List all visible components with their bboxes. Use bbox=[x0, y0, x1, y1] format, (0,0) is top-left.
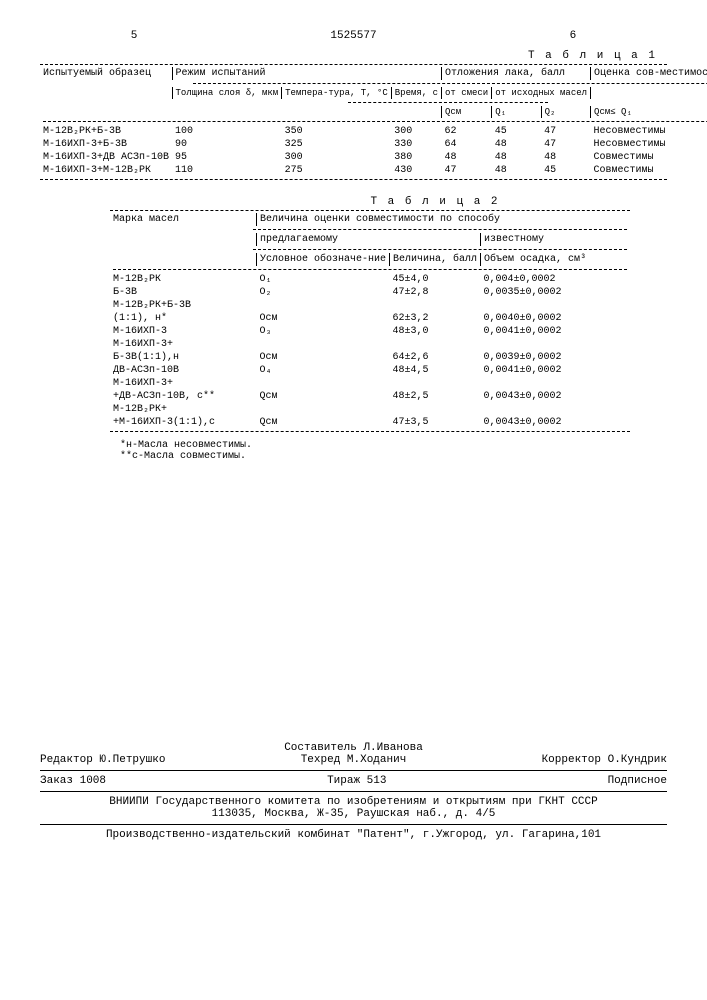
compiler: Составитель Л.Иванова bbox=[40, 742, 667, 754]
t1-h-mode: Режим испытаний bbox=[172, 67, 441, 80]
footnotes: *н-Масла несовместимы. **с-Масла совмест… bbox=[120, 440, 667, 462]
t1-h-time: Время, с bbox=[391, 87, 441, 99]
corrector: Корректор О.Кундрик bbox=[542, 754, 667, 766]
table-row: (1:1), н*Осм62±3,20,0040±0,0002 bbox=[110, 312, 630, 325]
t1-h-eval: Оценка сов-местимости образцов bbox=[591, 67, 707, 80]
page-right: 6 bbox=[479, 30, 667, 42]
note1: *н-Масла несовместимы. bbox=[120, 440, 667, 451]
table-row: М-16ИХП-3+ДВ АСЗп-10В95300380484848Совме… bbox=[40, 151, 707, 164]
org: ВНИИПИ Государственного комитета по изоб… bbox=[40, 796, 667, 808]
table-row: М-16ИХП-3+М-12В₂РК110275430474845Совмест… bbox=[40, 164, 707, 177]
t1-h-src: от исходных масел bbox=[492, 87, 591, 99]
doc-number: 1525577 bbox=[228, 30, 479, 42]
table-row: М-12В₂РК+Б-3В bbox=[110, 299, 630, 312]
t1-h-qcond: Qсм≤ Q₁ bbox=[591, 106, 707, 118]
page-left: 5 bbox=[40, 30, 228, 42]
t1-h-qcm: Qсм bbox=[442, 106, 492, 118]
copies: Тираж 513 bbox=[327, 775, 386, 787]
table-row: М-16ИХП-3+ bbox=[110, 377, 630, 390]
note2: **с-Масла совместимы. bbox=[120, 451, 667, 462]
order: Заказ 1008 bbox=[40, 775, 106, 787]
table1: Испытуемый образец Режим испытаний Отлож… bbox=[40, 67, 707, 177]
footer: Составитель Л.Иванова Редактор Ю.Петрушк… bbox=[40, 742, 667, 841]
t1-h-temp: Темпера-тура, Т, °С bbox=[282, 87, 392, 99]
t1-h-q2: Q₂ bbox=[541, 106, 590, 118]
table-row: М-12В₂РК+ bbox=[110, 403, 630, 416]
editor: Редактор Ю.Петрушко bbox=[40, 754, 165, 766]
t1-h-q1: Q₁ bbox=[492, 106, 541, 118]
table2: Марка масел Величина оценки совместимост… bbox=[110, 213, 630, 429]
t2-h-notation: Условное обозначе-ние bbox=[257, 253, 390, 266]
t1-h-thickness: Толщина слоя δ, мкм bbox=[172, 87, 282, 99]
table-row: М-12В₂РК+Б-3В100350300624547Несовместимы bbox=[40, 125, 707, 138]
page-header: 5 1525577 6 bbox=[40, 30, 667, 42]
t1-h-sample: Испытуемый образец bbox=[40, 67, 172, 80]
printer: Производственно-издательский комбинат "П… bbox=[40, 829, 667, 841]
table-row: М-12В₂РКО₁45±4,00,004±0,0002 bbox=[110, 273, 630, 286]
subscr: Подписное bbox=[608, 775, 667, 787]
table-row: Б-3В(1:1),нОсм64±2,60,0039±0,0002 bbox=[110, 351, 630, 364]
t2-h-proposed: предлагаемому bbox=[257, 233, 481, 246]
t1-h-deposit: Отложения лака, балл bbox=[442, 67, 591, 80]
table-row: М-16ИХП-3+Б-3В90325330644847Несовместимы bbox=[40, 138, 707, 151]
addr: 113035, Москва, Ж-35, Раушская наб., д. … bbox=[40, 808, 667, 820]
table-row: +М-16ИХП-3(1:1),сQсм47±3,50,0043±0,0002 bbox=[110, 416, 630, 429]
t2-h-value: Величина, балл bbox=[390, 253, 481, 266]
t2-h-volume: Объем осадка, см³ bbox=[481, 253, 630, 266]
tech: Техред М.Ходанич bbox=[301, 754, 407, 766]
table1-label: Т а б л и ц а 1 bbox=[40, 50, 657, 62]
table2-label: Т а б л и ц а 2 bbox=[250, 196, 620, 208]
t2-h-known: известному bbox=[481, 233, 630, 246]
t2-h-eval: Величина оценки совместимости по способу bbox=[257, 213, 631, 226]
t1-h-mix: от смеси bbox=[442, 87, 492, 99]
table-row: Б-3ВО₂47±2,80,0035±0,0002 bbox=[110, 286, 630, 299]
table-row: +ДВ-АСЗп-10В, с**Qсм48±2,50,0043±0,0002 bbox=[110, 390, 630, 403]
table-row: М-16ИХП-3+ bbox=[110, 338, 630, 351]
table-row: ДВ-АСЗп-10ВО₄48±4,50,0041±0,0002 bbox=[110, 364, 630, 377]
t2-h-brand: Марка масел bbox=[110, 213, 257, 226]
table-row: М-16ИХП-3О₃48±3,00,0041±0,0002 bbox=[110, 325, 630, 338]
